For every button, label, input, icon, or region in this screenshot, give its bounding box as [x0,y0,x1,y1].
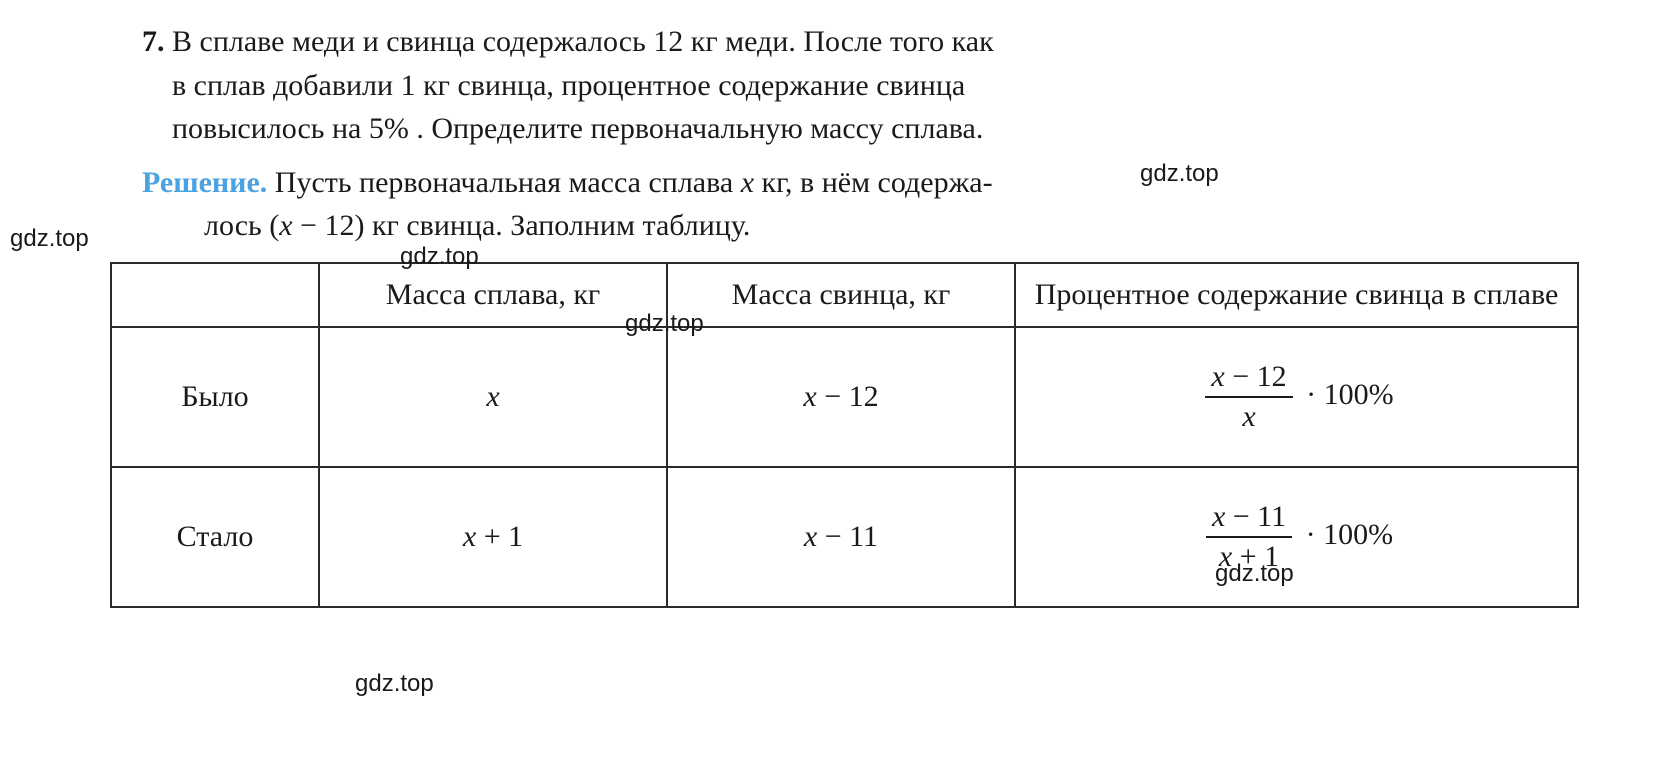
frac-den-rest: + 1 [1232,540,1279,573]
solution-line1b: кг, в нём содержа- [754,166,993,199]
table-header-lead: Масса свинца, кг [667,263,1015,327]
cell-alloy-became: x + 1 [319,467,667,607]
cell-alloy-became-rest: + 1 [476,520,523,553]
var-x: x [1219,540,1232,573]
frac-num-rest: − 12 [1225,360,1287,393]
row-label-became: Стало [111,467,319,607]
fraction-denominator: x [1205,398,1292,434]
fraction: x − 12 x [1205,360,1292,434]
var-x: x [486,380,499,413]
problem-line-3: повысилось на 5% . Определите первоначал… [172,112,983,145]
solution-label: Решение. [142,166,267,199]
problem-line-2: в сплав добавили 1 кг свинца, процентное… [172,69,965,102]
table-header-percent: Процентное содержание свинца в сплаве [1015,263,1578,327]
var-x: x [804,520,817,553]
times-100: · 100% [1299,377,1394,410]
table-row: Стало x + 1 x − 11 x − 11 x + 1 · 100% [111,467,1578,607]
var-x: x [803,380,816,413]
fraction-denominator: x + 1 [1206,538,1292,574]
cell-alloy-was: x [319,327,667,467]
cell-percent-became: x − 11 x + 1 · 100% [1015,467,1578,607]
table-header-alloy: Масса сплава, кг [319,263,667,327]
solution-line2b: − 12) кг свинца. Заполним таблицу. [293,209,751,242]
solution-line2: лось (x − 12) кг свинца. Заполним таблиц… [142,204,1579,248]
cell-lead-became: x − 11 [667,467,1015,607]
watermark: gdz.top [355,670,434,698]
solution-line1a: Пусть первоначальная масса сплава [275,166,741,199]
table-row: Было x x − 12 x − 12 x · 100% [111,327,1578,467]
cell-lead-became-rest: − 11 [817,520,878,553]
solution-var-x-1: x [741,166,754,199]
fraction: x − 11 x + 1 [1206,500,1292,574]
solution-line2a: лось ( [204,209,279,242]
table-header-blank [111,263,319,327]
solution-block: Решение. Пусть первоначальная масса спла… [110,161,1579,248]
problem-number: 7. [142,25,165,58]
fraction-numerator: x − 12 [1205,360,1292,398]
times-100: · 100% [1298,517,1393,550]
var-x: x [1211,360,1224,393]
row-label-was: Было [111,327,319,467]
fraction-numerator: x − 11 [1206,500,1292,538]
cell-lead-was: x − 12 [667,327,1015,467]
cell-lead-was-rest: − 12 [817,380,879,413]
var-x: x [1212,500,1225,533]
solution-var-x-2: x [279,209,292,242]
problem-line-1: В сплаве меди и свинца содержалось 12 кг… [172,25,994,58]
frac-num-rest: − 11 [1225,500,1286,533]
data-table: Масса сплава, кг Масса свинца, кг Процен… [110,262,1579,608]
table-header-row: Масса сплава, кг Масса свинца, кг Процен… [111,263,1578,327]
var-x: x [463,520,476,553]
cell-percent-was: x − 12 x · 100% [1015,327,1578,467]
problem-text: 7. В сплаве меди и свинца содержалось 12… [110,20,1579,151]
